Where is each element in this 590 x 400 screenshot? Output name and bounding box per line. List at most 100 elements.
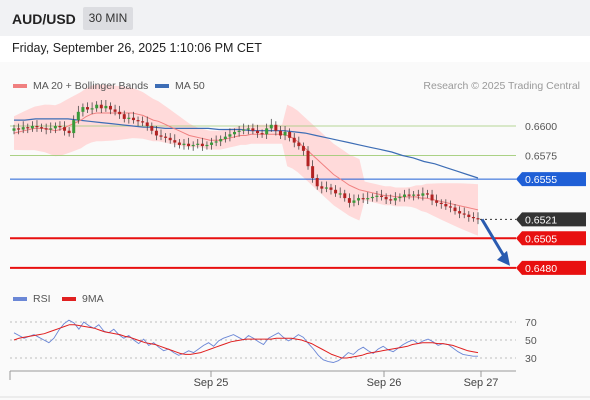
candle-body — [173, 140, 177, 143]
candle-body — [154, 130, 158, 136]
candle-body — [205, 144, 209, 147]
candle-body — [467, 214, 471, 217]
candle-body — [260, 133, 264, 135]
candle-body — [26, 127, 30, 129]
price-level-label-2: 0.6555 — [525, 174, 557, 186]
candle-body — [118, 111, 122, 115]
candle-body — [448, 206, 452, 208]
candle-body — [246, 128, 250, 130]
candle-body — [214, 141, 218, 143]
candle-body — [104, 105, 108, 109]
price-level-tag-2 — [516, 172, 586, 187]
credit-text: Research © 2025 Trading Central — [423, 80, 580, 92]
timeframe-button[interactable]: 30 MIN — [83, 7, 133, 30]
price-level-label-0: 0.6600 — [525, 121, 557, 133]
rsi-swatch — [13, 297, 27, 301]
timestamp: Friday, September 26, 2025 1:10:06 PM CE… — [12, 41, 262, 55]
candle-body — [435, 200, 439, 203]
candle-body — [301, 146, 305, 151]
price-level-tag-4 — [516, 231, 586, 246]
candle-body — [21, 127, 25, 130]
bollinger-band — [14, 84, 478, 236]
header-bar: AUD/USD 30 MIN — [0, 0, 590, 36]
price-level-label-4: 0.6505 — [525, 233, 557, 245]
candle-body — [380, 195, 384, 197]
candle-body — [421, 193, 425, 196]
candle-body — [17, 128, 21, 130]
candle-body — [177, 142, 181, 145]
candle-body — [361, 198, 365, 200]
candle-body — [462, 213, 466, 215]
candle-body — [90, 108, 94, 110]
ma20-swatch — [13, 84, 27, 88]
candle-body — [196, 143, 200, 145]
candle-body — [127, 117, 131, 119]
candle-body — [292, 137, 296, 143]
price-level-label-1: 0.6575 — [525, 151, 557, 163]
candle-body — [122, 114, 126, 119]
candle-body — [269, 124, 273, 129]
candle-body — [233, 131, 237, 135]
candle-body — [324, 187, 328, 189]
candle-body — [159, 135, 163, 137]
candle-body — [393, 198, 397, 201]
candle-body — [375, 195, 379, 197]
candle-body — [347, 198, 351, 203]
candle-body — [283, 131, 287, 136]
candle-body — [329, 187, 333, 190]
candle-body — [53, 126, 57, 129]
candle-body — [398, 196, 402, 199]
candle-body — [402, 194, 406, 197]
candle-body — [86, 107, 90, 110]
candle-body — [30, 126, 34, 129]
candle-body — [44, 128, 48, 130]
price-level-label-3: 0.6521 — [525, 214, 557, 226]
candle-body — [334, 189, 338, 194]
candle-body — [12, 128, 16, 131]
candle-body — [99, 104, 103, 109]
legend-ma20: MA 20 + Bollinger Bands — [33, 80, 149, 92]
candle-body — [141, 121, 145, 123]
candle-body — [430, 194, 434, 201]
candle-body — [278, 130, 282, 136]
price-level-tag-3 — [516, 212, 586, 227]
candle-body — [370, 196, 374, 199]
candle-body — [150, 126, 154, 131]
candle-body — [366, 198, 370, 200]
candle-body — [288, 131, 292, 138]
candle-body — [108, 105, 112, 110]
x-tick-label-0: Sep 25 — [194, 377, 229, 389]
price-level-tag-5 — [516, 260, 586, 275]
candle-body — [444, 204, 448, 207]
candle-body — [274, 124, 278, 131]
candle-body — [425, 193, 429, 195]
projection-arrow-shaft — [480, 218, 507, 259]
candle-body — [187, 143, 191, 147]
candle-body — [242, 129, 246, 131]
candle-body — [251, 128, 255, 131]
candle-body — [255, 130, 259, 134]
candle-body — [320, 186, 324, 189]
candle-body — [389, 199, 393, 201]
legend-ma50: MA 50 — [175, 80, 205, 92]
candle-body — [384, 196, 388, 200]
candle-body — [58, 126, 62, 128]
candle-body — [81, 107, 85, 112]
rsi-level-label-70: 70 — [525, 317, 537, 329]
candle-body — [35, 126, 39, 128]
candle-body — [131, 117, 135, 121]
rsi-level-label-30: 30 — [525, 353, 537, 365]
candle-body — [67, 130, 71, 134]
candle-body — [306, 150, 310, 167]
candle-body — [352, 200, 356, 203]
candles — [12, 100, 480, 225]
candle-body — [453, 207, 457, 212]
rsi-ma-swatch — [62, 297, 76, 301]
ma50-line — [14, 118, 479, 179]
candle-body — [210, 142, 214, 145]
candle-body — [63, 127, 67, 131]
x-tick-label-1: Sep 26 — [367, 377, 402, 389]
candle-body — [439, 202, 443, 205]
candle-body — [200, 143, 204, 147]
